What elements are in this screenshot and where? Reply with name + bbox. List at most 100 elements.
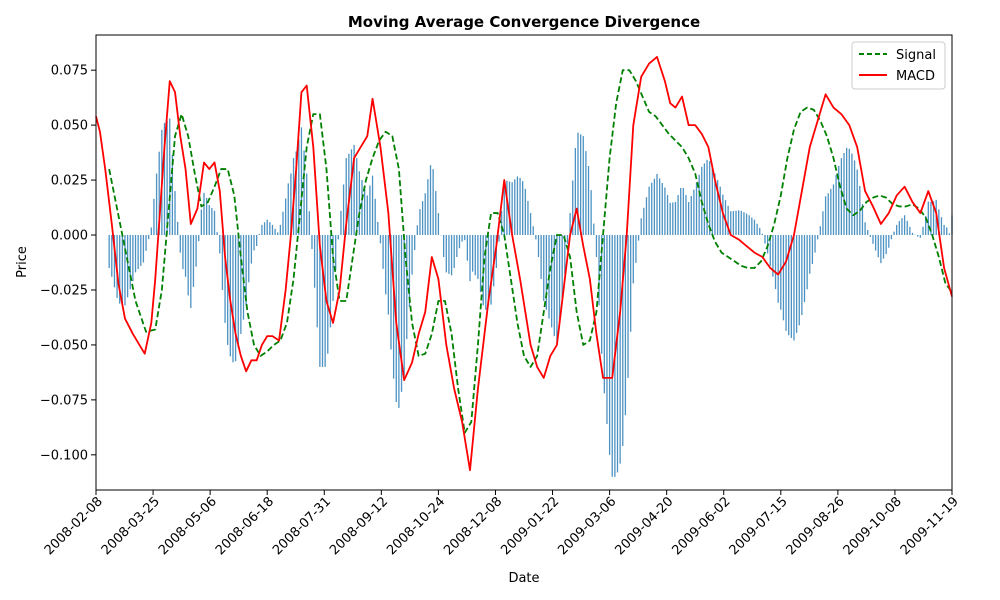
y-tick-label: −0.050 <box>40 338 88 353</box>
histogram-bar <box>258 233 260 236</box>
histogram-bar <box>874 235 877 251</box>
histogram-bar <box>174 191 176 236</box>
histogram-bar <box>432 169 434 236</box>
histogram-bar <box>553 235 555 337</box>
histogram-bar <box>145 235 147 251</box>
histogram-bar <box>595 235 598 257</box>
histogram-bar <box>893 231 895 236</box>
histogram-bar <box>279 224 282 236</box>
histogram-bar <box>867 230 869 236</box>
histogram-bar <box>461 235 463 242</box>
histogram-bar <box>177 221 179 236</box>
histogram-bar <box>795 235 798 333</box>
histogram-bar <box>287 183 289 236</box>
histogram-bar <box>498 235 500 242</box>
histogram-bar <box>248 235 250 283</box>
histogram-bar <box>295 151 297 236</box>
histogram-bar <box>261 224 263 236</box>
histogram-bar <box>155 173 158 236</box>
histogram-bar <box>237 235 239 348</box>
histogram-bar <box>490 235 492 305</box>
histogram-bar <box>179 235 181 253</box>
histogram-bar <box>192 235 195 287</box>
histogram-bar <box>835 175 837 236</box>
histogram-bar <box>927 201 929 236</box>
histogram-bar <box>487 235 490 306</box>
plot-area <box>95 34 953 491</box>
y-tick-label: 0.025 <box>51 174 88 189</box>
histogram-bar <box>308 211 310 236</box>
histogram-bar <box>306 173 308 236</box>
histogram-bar <box>648 186 650 236</box>
macd-line <box>95 56 953 472</box>
histogram-bar <box>253 235 255 251</box>
histogram-bar <box>885 235 887 255</box>
histogram-bar <box>827 193 829 236</box>
histogram-bar <box>234 235 237 362</box>
histogram-bar <box>651 182 653 236</box>
histogram-bar <box>508 181 511 236</box>
histogram-bar <box>556 235 558 345</box>
histogram-bar <box>832 184 835 236</box>
histogram-bar <box>369 185 371 236</box>
histogram-bar <box>311 235 313 250</box>
y-tick-label: 0.000 <box>51 229 88 244</box>
histogram-bar <box>537 235 540 257</box>
histogram-bar <box>227 235 229 345</box>
histogram-bar <box>558 235 561 323</box>
histogram-bar <box>911 232 914 236</box>
histogram-bar <box>390 235 392 350</box>
histogram-bar <box>948 233 951 236</box>
histogram-bar <box>353 144 355 236</box>
histogram-bar <box>121 235 123 305</box>
histogram-bar <box>882 235 885 259</box>
histogram-bar <box>903 215 906 236</box>
histogram-bar <box>443 235 445 257</box>
histogram-bar <box>619 235 621 464</box>
histogram-bar <box>435 191 437 236</box>
histogram-bar <box>732 210 735 236</box>
histogram-bar <box>427 179 429 236</box>
histogram-bar <box>645 197 648 236</box>
histogram-bar <box>403 235 405 376</box>
histogram-bar <box>719 186 721 236</box>
histogram-bar <box>150 227 152 236</box>
histogram-bar <box>213 210 216 236</box>
histogram-bar <box>922 226 924 236</box>
histogram-bar <box>429 165 432 236</box>
histogram-bar <box>756 223 758 236</box>
histogram-bar <box>703 163 706 236</box>
histogram-bar <box>184 235 187 277</box>
histogram-bar <box>761 233 764 236</box>
histogram-bar <box>208 205 210 236</box>
histogram-bar <box>801 235 803 316</box>
histogram-bar <box>324 235 326 367</box>
histogram-bar <box>124 235 126 306</box>
histogram-bar <box>290 173 292 236</box>
histogram-bar <box>245 235 247 306</box>
histogram-bar <box>716 180 719 236</box>
histogram-bar <box>277 232 279 236</box>
histogram-bar <box>735 210 737 236</box>
histogram-bar <box>269 222 271 236</box>
y-axis-label: Price <box>15 246 30 278</box>
histogram-bar <box>574 147 577 236</box>
histogram-bar <box>282 211 284 236</box>
histogram-bar <box>543 235 545 301</box>
histogram-bar <box>919 235 922 238</box>
histogram-bar <box>624 235 627 416</box>
histogram-bar <box>880 235 882 264</box>
histogram-bar <box>632 235 634 284</box>
histogram-bar <box>469 235 471 282</box>
histogram-bar <box>140 235 142 266</box>
histogram-bar <box>474 235 476 276</box>
y-tick-label: −0.025 <box>40 283 88 298</box>
histogram-bar <box>284 198 287 236</box>
histogram-bar <box>840 158 843 236</box>
histogram-bar <box>479 235 482 293</box>
histogram-bar <box>169 118 171 236</box>
histogram-bar <box>274 228 276 236</box>
histogram-bar <box>846 147 848 236</box>
histogram-bar <box>677 195 679 236</box>
histogram-bar <box>524 188 526 236</box>
